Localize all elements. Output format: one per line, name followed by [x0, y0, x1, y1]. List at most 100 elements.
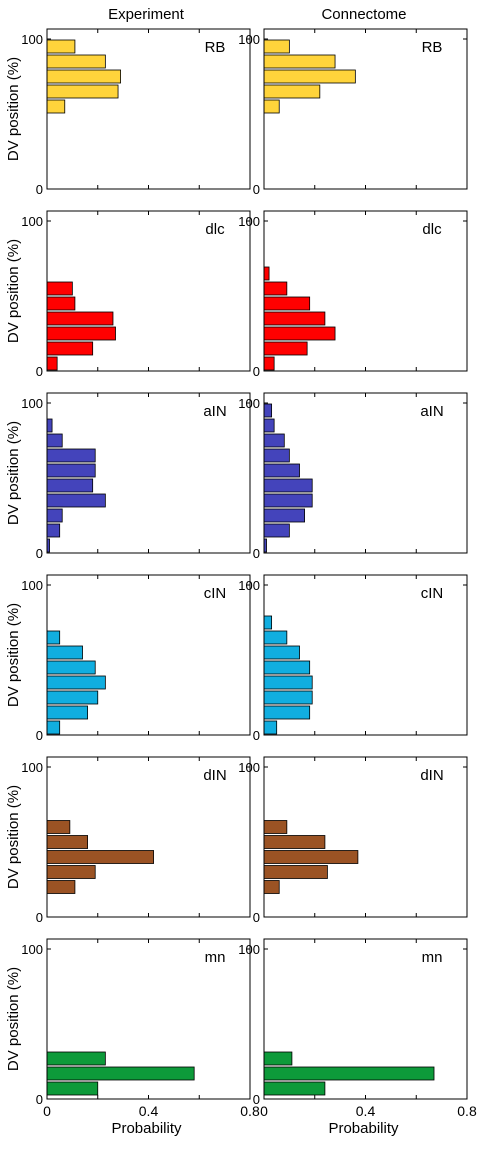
bar — [263, 39, 290, 54]
bar — [263, 448, 290, 463]
bar — [263, 418, 275, 433]
cell-type-label: dlc — [205, 221, 225, 238]
x-tick-label: 0 — [43, 1103, 51, 1119]
bar — [46, 1066, 195, 1081]
bar — [263, 403, 273, 418]
x-tick-label: 0 — [260, 1103, 268, 1119]
column-title-experiment: Experiment — [108, 6, 185, 23]
bar — [46, 660, 96, 675]
cell-type-label: RB — [422, 39, 443, 56]
bar — [263, 493, 313, 508]
cell-type-label: mn — [205, 949, 226, 966]
bar — [263, 508, 305, 523]
y-axis-label: DV position (%) — [5, 785, 22, 889]
bar — [263, 54, 336, 69]
bar — [46, 720, 61, 735]
y-tick-label: 0 — [253, 1092, 260, 1107]
cell-type-label: mn — [422, 949, 443, 966]
y-tick-label: 0 — [36, 910, 43, 925]
bar — [263, 1051, 293, 1066]
y-tick-label: 0 — [36, 546, 43, 561]
y-tick-label: 0 — [36, 182, 43, 197]
x-tick-label: 0.4 — [356, 1103, 376, 1119]
bar — [263, 690, 313, 705]
bar — [46, 850, 154, 864]
panel-rb-connectome: 0 100 RB — [238, 28, 468, 197]
y-tick-label: 0 — [253, 546, 260, 561]
x-tick-label: 0.8 — [240, 1103, 260, 1119]
bar — [46, 84, 119, 99]
bar — [46, 54, 106, 69]
cell-type-label: dIN — [203, 767, 226, 784]
bar — [263, 356, 275, 371]
y-axis-label: DV position (%) — [5, 239, 22, 343]
y-tick-label: 100 — [238, 942, 260, 957]
cell-type-label: cIN — [421, 585, 444, 602]
bar — [263, 433, 285, 448]
panel-cin-experiment: 0 100 cIN DV position (%) — [5, 574, 251, 743]
bar — [263, 296, 311, 311]
bar — [263, 820, 288, 834]
panel-din-connectome: 0 100 dIN — [238, 756, 468, 925]
bar — [46, 99, 66, 114]
bar — [46, 493, 106, 508]
x-axis-label: Probability — [111, 1120, 182, 1137]
y-tick-label: 0 — [36, 364, 43, 379]
panel-ain-experiment: 0 100 aIN DV position (%) — [5, 392, 251, 561]
bar — [46, 675, 106, 690]
y-tick-label: 0 — [36, 1092, 43, 1107]
panel-din-experiment: 0 100 dIN DV position (%) — [5, 756, 251, 925]
panel-dlc-connectome: 0 100 dlc — [238, 210, 468, 379]
y-tick-label: 100 — [21, 760, 43, 775]
bar — [46, 448, 96, 463]
y-axis-label: DV position (%) — [5, 603, 22, 707]
bar — [263, 630, 288, 645]
panel-dlc-experiment: 0 100 dlc DV position (%) — [5, 210, 251, 379]
bar — [46, 1051, 106, 1066]
bar — [46, 39, 76, 54]
y-tick-label: 100 — [21, 396, 43, 411]
y-tick-label: 0 — [253, 364, 260, 379]
bar — [46, 705, 88, 720]
bar — [46, 463, 96, 478]
y-tick-label: 0 — [253, 728, 260, 743]
y-tick-label: 100 — [21, 214, 43, 229]
bar — [263, 326, 336, 341]
bar — [46, 281, 73, 296]
bar — [263, 645, 300, 660]
bar — [263, 84, 321, 99]
panel-mn-connectome: 0 100 mn 0 0.4 0.8 Probability — [238, 938, 477, 1137]
cell-type-label: cIN — [204, 585, 227, 602]
y-tick-label: 0 — [253, 182, 260, 197]
bar — [46, 690, 99, 705]
bar — [263, 341, 308, 356]
y-tick-label: 100 — [238, 396, 260, 411]
bar — [263, 266, 270, 281]
cell-type-label: aIN — [420, 403, 443, 420]
bar — [46, 630, 61, 645]
y-tick-label: 100 — [238, 32, 260, 47]
bar — [46, 326, 116, 341]
y-tick-label: 100 — [238, 578, 260, 593]
panel-rb-experiment: 0 100 RB DV position (%) — [5, 28, 251, 197]
bar — [263, 675, 313, 690]
y-tick-label: 0 — [36, 728, 43, 743]
bar — [46, 820, 71, 834]
x-tick-label: 0.4 — [139, 1103, 159, 1119]
bar — [46, 508, 63, 523]
bar — [46, 645, 83, 660]
bar — [46, 880, 76, 894]
bar — [263, 281, 288, 296]
y-tick-label: 100 — [238, 760, 260, 775]
bar — [46, 1081, 99, 1096]
bar — [46, 865, 96, 879]
panel-cin-connectome: 0 100 cIN — [238, 574, 468, 743]
bar — [263, 660, 311, 675]
bar — [263, 69, 356, 84]
panel-ain-connectome: 0 100 aIN — [238, 392, 468, 561]
bar — [46, 356, 58, 371]
bar — [263, 720, 278, 735]
y-tick-label: 100 — [238, 214, 260, 229]
panels: 0 100 RB DV position (%) 0 100 RB 0 100 dlc DV pos… — [5, 28, 477, 1137]
